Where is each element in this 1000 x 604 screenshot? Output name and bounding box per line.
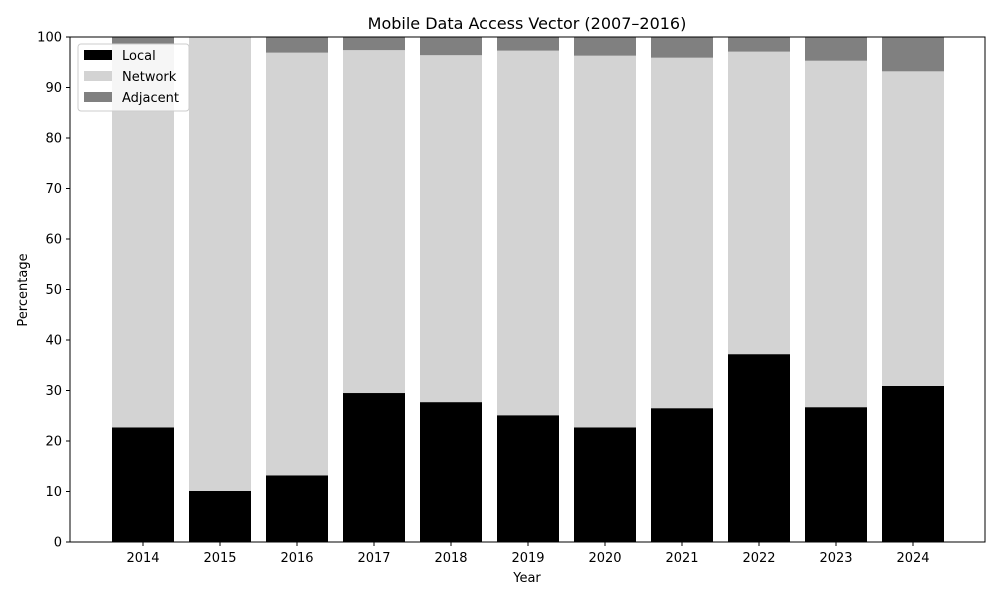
bar-local-2015	[189, 490, 251, 542]
bar-adjacent-2021	[651, 37, 713, 58]
y-tick-label: 80	[45, 132, 62, 147]
bar-adjacent-2020	[574, 37, 636, 56]
x-tick-label: 2024	[896, 551, 929, 566]
bar-adjacent-2022	[728, 37, 790, 52]
bar-local-2024	[882, 385, 944, 542]
bar-network-2015	[189, 37, 251, 491]
bar-network-2021	[651, 57, 713, 409]
bar-network-2023	[805, 60, 867, 408]
bar-local-2016	[266, 475, 328, 542]
y-tick-label: 90	[45, 81, 62, 96]
x-tick-label: 2014	[126, 551, 159, 566]
bar-local-2021	[651, 408, 713, 542]
y-tick-label: 20	[45, 435, 62, 450]
bar-local-2014	[112, 427, 174, 542]
x-tick-label: 2018	[434, 551, 467, 566]
x-tick-label: 2016	[280, 551, 313, 566]
y-tick-label: 30	[45, 384, 62, 399]
x-tick-label: 2017	[357, 551, 390, 566]
x-tick-label: 2023	[819, 551, 852, 566]
bar-local-2018	[420, 402, 482, 542]
legend-label-adjacent: Adjacent	[122, 91, 179, 106]
x-tick-label: 2022	[742, 551, 775, 566]
y-axis-label: Percentage	[16, 253, 31, 326]
bar-network-2019	[497, 50, 559, 416]
legend-swatch-adjacent	[84, 92, 112, 102]
legend: Local Network Adjacent	[77, 43, 190, 112]
bar-adjacent-2016	[266, 37, 328, 53]
bar-adjacent-2014	[112, 37, 174, 45]
x-tick-label: 2015	[203, 551, 236, 566]
bar-network-2016	[266, 52, 328, 476]
bar-network-2018	[420, 55, 482, 403]
y-tick-label: 50	[45, 283, 62, 298]
bar-local-2020	[574, 427, 636, 542]
bar-local-2017	[343, 393, 405, 542]
legend-swatch-local	[84, 50, 112, 60]
legend-label-local: Local	[122, 49, 156, 64]
y-tick-label: 10	[45, 485, 62, 500]
bar-network-2022	[728, 51, 790, 355]
x-axis-label: Year	[512, 571, 541, 586]
bar-adjacent-2018	[420, 37, 482, 56]
y-axis: 0 10 20 30 40 50 60 70 80 90 100	[37, 31, 70, 551]
y-tick-label: 60	[45, 233, 62, 248]
x-tick-label: 2019	[511, 551, 544, 566]
legend-swatch-network	[84, 71, 112, 81]
y-tick-label: 0	[54, 536, 62, 551]
bar-adjacent-2023	[805, 37, 867, 61]
bar-adjacent-2019	[497, 37, 559, 51]
bar-network-2024	[882, 71, 944, 386]
x-axis: 2014 2015 2016 2017 2018 2019 2020 2021 2022 2023…	[126, 542, 930, 566]
bar-network-2017	[343, 50, 405, 394]
x-tick-label: 2020	[588, 551, 621, 566]
bar-local-2022	[728, 354, 790, 542]
x-tick-label: 2021	[665, 551, 698, 566]
bars-layer	[112, 37, 944, 542]
bar-local-2019	[497, 415, 559, 542]
chart-title: Mobile Data Access Vector (2007–2016)	[368, 14, 687, 33]
y-tick-label: 40	[45, 334, 62, 349]
bar-adjacent-2017	[343, 37, 405, 51]
bar-network-2020	[574, 55, 636, 428]
bar-adjacent-2024	[882, 37, 944, 72]
y-tick-label: 100	[37, 31, 62, 46]
bar-local-2023	[805, 407, 867, 542]
y-tick-label: 70	[45, 182, 62, 197]
legend-label-network: Network	[122, 70, 177, 85]
